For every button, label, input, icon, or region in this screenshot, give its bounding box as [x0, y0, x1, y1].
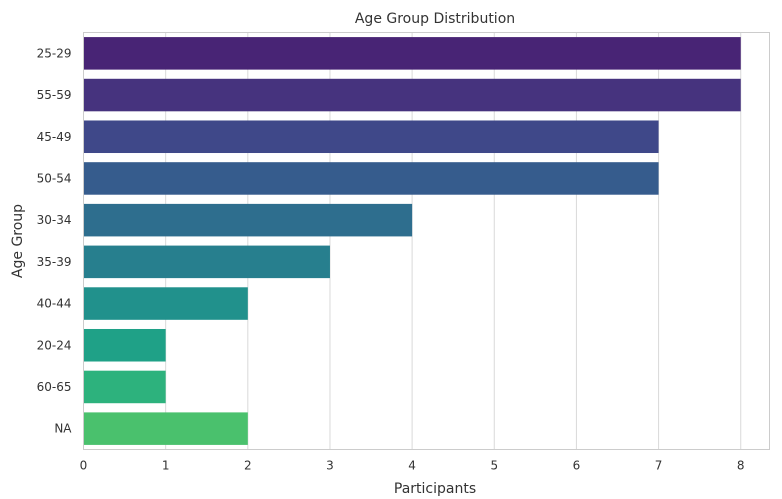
- y-tick-label: 55-59: [37, 88, 72, 102]
- x-tick-label: 2: [244, 459, 252, 473]
- y-tick-label: NA: [54, 422, 72, 436]
- y-tick-labels: 25-29 55-59 45-49 50-54 30-34 35-39 40-44 20-24…: [37, 46, 73, 435]
- y-tick-label: 30-34: [37, 213, 72, 227]
- y-tick-label: 45-49: [37, 130, 72, 144]
- plot-frame: [83, 32, 770, 450]
- bar-50-54: [83, 162, 659, 195]
- x-tick-label: 7: [655, 459, 663, 473]
- y-tick-label: 20-24: [37, 338, 72, 352]
- y-tick-label: 50-54: [37, 171, 72, 185]
- y-tick-label: 25-29: [37, 46, 72, 60]
- x-tick-label: 1: [162, 459, 170, 473]
- x-tick-label: 5: [490, 459, 498, 473]
- x-axis-label: Participants: [394, 481, 476, 497]
- bar-55-59: [83, 78, 741, 112]
- bar-35-39: [83, 245, 330, 279]
- bar-30-34: [83, 203, 413, 237]
- x-tick-label: 8: [737, 459, 745, 473]
- bar-25-29: [83, 37, 741, 70]
- bar-45-49: [83, 120, 659, 154]
- x-tick-label: 6: [573, 459, 581, 473]
- bar-na: [83, 412, 248, 445]
- x-tick-labels: 0 1 2 3 4 5 6 7 8: [80, 459, 745, 473]
- chart-title: Age Group Distribution: [355, 11, 515, 27]
- bar-20-24: [83, 328, 166, 362]
- y-tick-label: 40-44: [37, 297, 72, 311]
- bar-40-44: [83, 287, 248, 320]
- x-tick-label: 3: [326, 459, 334, 473]
- x-tick-label: 4: [408, 459, 416, 473]
- y-tick-label: 35-39: [37, 255, 72, 269]
- bar-60-65: [83, 370, 166, 404]
- y-tick-label: 60-65: [37, 380, 72, 394]
- x-tick-label: 0: [80, 459, 88, 473]
- bars: [83, 37, 741, 445]
- y-axis-label: Age Group: [10, 204, 26, 278]
